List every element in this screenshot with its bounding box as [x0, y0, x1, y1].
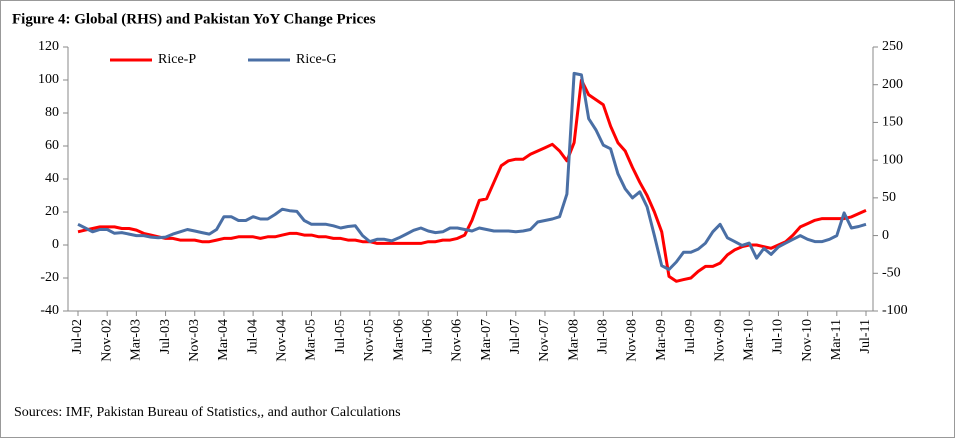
y-tick-label: 60: [45, 138, 59, 153]
x-tick-label: Jul-06: [420, 319, 435, 354]
x-tick-label: Jul-05: [333, 319, 348, 354]
x-tick-label: Mar-07: [479, 319, 494, 361]
y2-tick-label: 50: [882, 190, 896, 205]
y-tick-label: 100: [38, 72, 59, 87]
x-tick-label: Jul-02: [70, 319, 85, 354]
x-tick-label: Jul-08: [596, 319, 611, 354]
series-line: [77, 78, 867, 283]
x-tick-label: Jul-03: [158, 319, 173, 354]
y2-tick-label: -50: [882, 266, 901, 281]
chart-title: Figure 4: Global (RHS) and Pakistan YoY …: [12, 11, 376, 27]
y2-tick-label: 200: [882, 77, 903, 92]
x-tick-label: Mar-03: [129, 319, 144, 361]
x-tick-label: Nov-07: [537, 319, 552, 362]
y-tick-label: -40: [40, 303, 59, 318]
x-tick-label: Nov-04: [275, 319, 290, 362]
x-tick-label: Mar-11: [829, 319, 844, 360]
x-tick-label: Nov-05: [362, 319, 377, 362]
x-tick-label: Nov-02: [99, 319, 114, 362]
x-tick-label: Jul-04: [245, 319, 260, 354]
x-tick-label: Jul-11: [858, 319, 873, 353]
x-tick-label: Nov-08: [625, 319, 640, 362]
x-tick-label: Jul-07: [508, 319, 523, 354]
x-tick-label: Nov-09: [712, 319, 727, 362]
y-tick-label: 0: [52, 237, 59, 252]
x-tick-label: Nov-10: [800, 319, 815, 362]
y-tick-label: -20: [40, 270, 59, 285]
x-tick-label: Mar-04: [216, 319, 231, 361]
x-tick-label: Mar-10: [741, 319, 756, 361]
x-tick-label: Jul-09: [683, 319, 698, 354]
legend-label: Rice-P: [158, 52, 196, 67]
series-line: [77, 71, 867, 271]
y-tick-label: 40: [45, 171, 59, 186]
y2-tick-label: 0: [882, 228, 889, 243]
x-tick-label: Mar-05: [304, 319, 319, 361]
x-tick-label: Nov-03: [187, 319, 202, 362]
y-tick-label: 80: [45, 105, 59, 120]
source-note: Sources: IMF, Pakistan Bureau of Statist…: [14, 405, 401, 420]
y2-tick-label: 100: [882, 152, 903, 167]
y2-tick-label: 150: [882, 115, 903, 130]
y-tick-label: 120: [38, 39, 59, 54]
x-tick-label: Mar-08: [566, 319, 581, 361]
y2-tick-label: 250: [882, 39, 903, 54]
x-tick-label: Mar-06: [391, 319, 406, 361]
y-tick-label: 20: [45, 204, 59, 219]
y2-tick-label: -100: [882, 303, 908, 318]
legend-label: Rice-G: [296, 52, 336, 67]
x-tick-label: Nov-06: [450, 319, 465, 362]
x-tick-label: Jul-10: [771, 319, 786, 354]
x-tick-label: Mar-09: [654, 319, 669, 361]
